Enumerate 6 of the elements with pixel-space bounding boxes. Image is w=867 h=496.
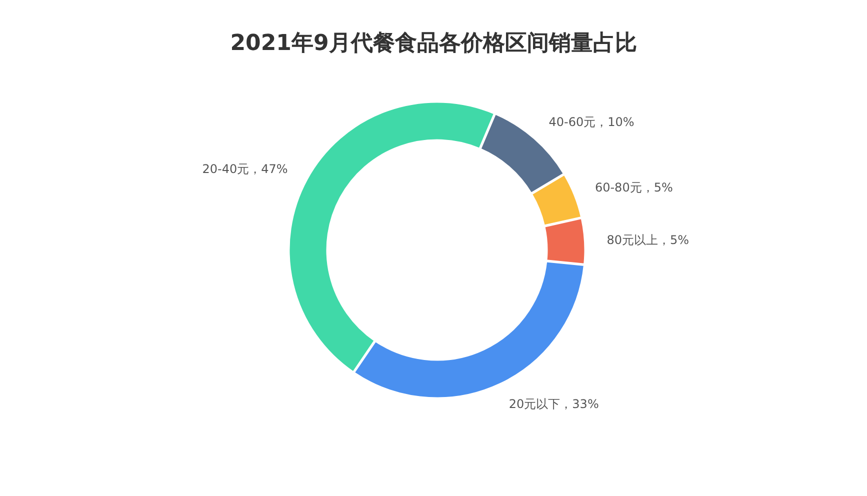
slice-label: 40-60元，10% bbox=[548, 115, 634, 130]
slice-label: 60-80元，5% bbox=[594, 180, 673, 194]
slice-label: 20元以下，33% bbox=[508, 397, 599, 412]
slice-label: 80元以上，5% bbox=[606, 232, 690, 247]
chart-title: 2021年9月代餐食品各价格区间销量占比 bbox=[230, 31, 637, 56]
slice-label: 20-40元，47% bbox=[202, 162, 288, 176]
